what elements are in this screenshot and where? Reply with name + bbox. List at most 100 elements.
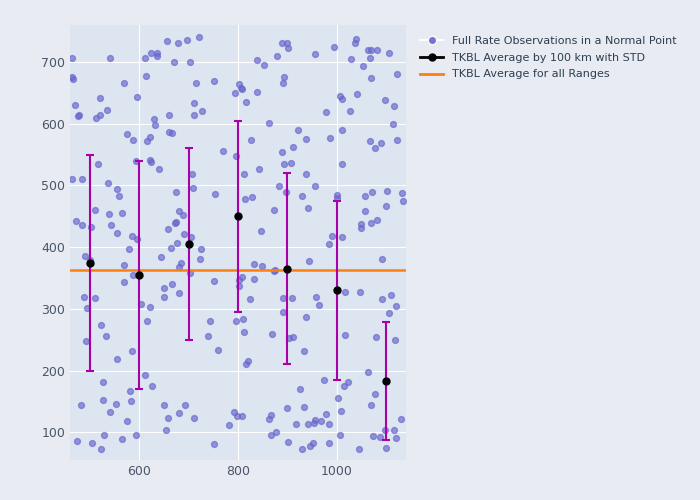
Point <box>171 218 182 226</box>
Point <box>304 256 315 264</box>
Point <box>300 170 312 178</box>
Point <box>380 202 391 210</box>
Point <box>253 166 264 173</box>
Point <box>178 211 189 219</box>
Point <box>111 228 122 236</box>
Point <box>340 288 351 296</box>
Point <box>233 80 244 88</box>
Point <box>248 260 260 268</box>
Point <box>159 284 170 292</box>
Point <box>130 157 141 165</box>
Point <box>365 74 377 82</box>
Point <box>127 136 139 144</box>
Point <box>363 368 374 376</box>
Point <box>208 440 219 448</box>
Point <box>67 74 78 82</box>
Point <box>336 160 347 168</box>
Point <box>271 52 282 60</box>
Point <box>309 416 321 424</box>
Point <box>302 204 314 212</box>
Point <box>279 73 290 81</box>
Point <box>179 401 190 409</box>
Point <box>286 159 297 167</box>
Point <box>148 115 160 123</box>
Point <box>323 439 335 447</box>
Point <box>174 409 185 417</box>
Point <box>248 275 259 283</box>
Point <box>230 317 241 325</box>
Point <box>230 89 241 97</box>
Point <box>121 130 132 138</box>
Point <box>117 435 128 443</box>
Point <box>267 330 278 338</box>
Point <box>189 99 200 107</box>
Point <box>364 137 375 145</box>
Point <box>274 182 285 190</box>
Point <box>324 240 335 248</box>
Point <box>265 410 276 418</box>
Point <box>86 222 97 230</box>
Point <box>336 407 347 415</box>
Point <box>374 433 385 441</box>
Point <box>242 356 253 364</box>
Point <box>194 34 205 42</box>
Point <box>102 106 113 114</box>
Point <box>281 38 293 46</box>
Point <box>66 176 78 184</box>
Point <box>106 221 117 229</box>
Point <box>281 404 293 411</box>
Point <box>92 160 104 168</box>
Point <box>287 142 298 150</box>
Point <box>354 446 365 454</box>
Point <box>233 276 244 283</box>
Point <box>344 107 356 115</box>
Point <box>366 188 377 196</box>
Point <box>119 260 130 268</box>
Point <box>231 152 242 160</box>
Point <box>300 313 312 321</box>
Point <box>286 294 297 302</box>
Point <box>370 144 381 152</box>
Point <box>99 431 110 439</box>
Point <box>167 129 178 137</box>
Point <box>335 92 346 100</box>
Point <box>122 417 133 425</box>
Point <box>127 271 139 279</box>
Point <box>320 410 331 418</box>
Point <box>239 170 250 178</box>
Point <box>350 39 361 47</box>
Point <box>343 378 354 386</box>
Point <box>94 112 106 120</box>
Point <box>389 102 400 110</box>
Point <box>375 139 386 147</box>
Point <box>315 418 326 426</box>
Point <box>308 419 319 427</box>
Point <box>235 84 246 92</box>
Point <box>101 332 112 340</box>
Point <box>377 254 388 262</box>
Point <box>165 244 176 252</box>
Point <box>151 49 162 57</box>
Point <box>105 54 116 62</box>
Point <box>197 108 208 116</box>
Legend: Full Rate Observations in a Normal Point, TKBL Average by 100 km with STD, TKBL : Full Rate Observations in a Normal Point… <box>415 30 682 85</box>
Point <box>139 54 150 62</box>
Point <box>292 126 303 134</box>
Point <box>163 128 174 136</box>
Point <box>80 252 91 260</box>
Point <box>359 192 370 200</box>
Point <box>370 333 381 341</box>
Point <box>118 79 130 87</box>
Point <box>269 267 280 275</box>
Point <box>76 175 88 183</box>
Point <box>172 39 183 47</box>
Point <box>187 170 198 177</box>
Point <box>182 36 193 44</box>
Point <box>268 206 279 214</box>
Point <box>195 254 206 262</box>
Point <box>80 337 91 345</box>
Point <box>237 316 248 324</box>
Point <box>125 397 136 405</box>
Point <box>239 328 250 336</box>
Point <box>351 34 362 42</box>
